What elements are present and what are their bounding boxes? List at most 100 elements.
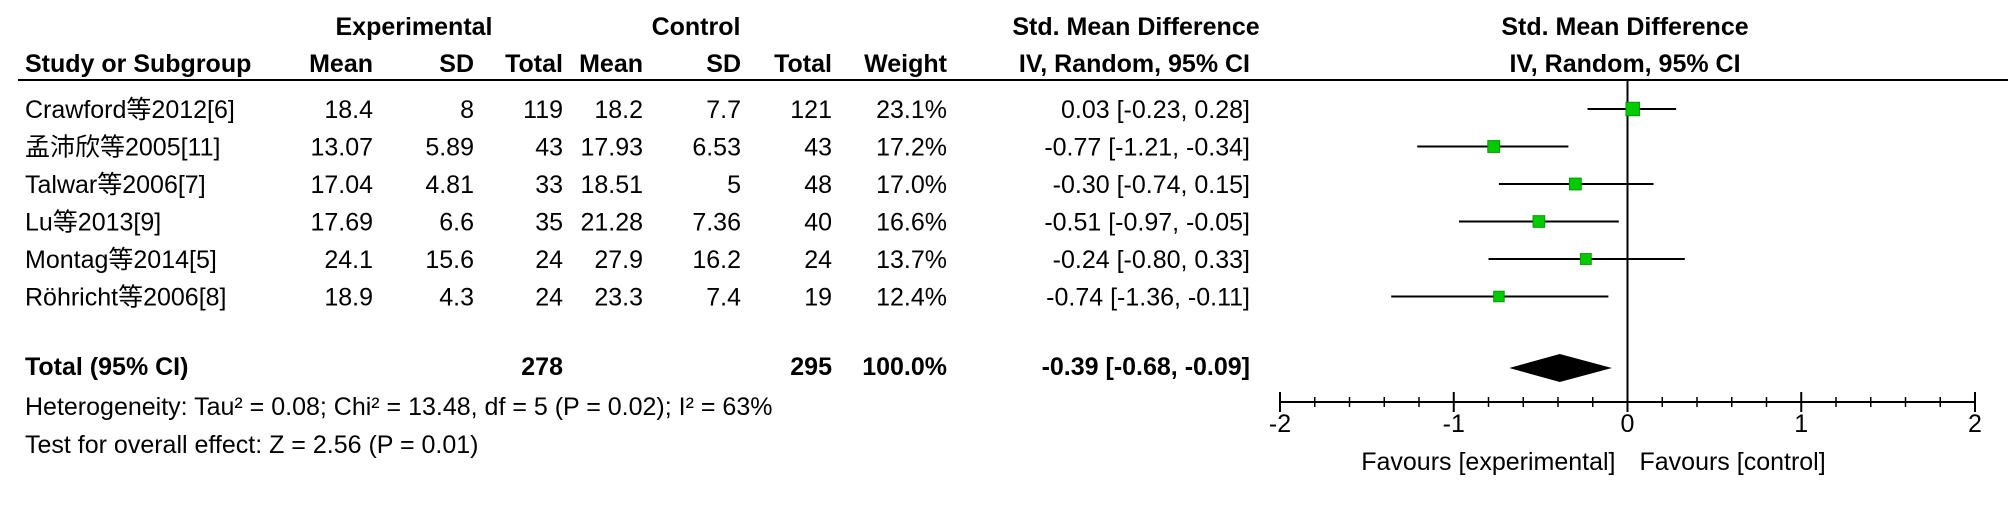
cell-name: Röhricht等2006[8] bbox=[25, 284, 227, 312]
cell-ci-text: -0.30 [-0.74, 0.15] bbox=[1053, 171, 1250, 199]
study-row: Crawford等2012[6] 18.4 8 119 18.2 7.7 121 23.1% 0… bbox=[25, 96, 1250, 124]
point-estimate-square bbox=[1487, 140, 1501, 153]
cell-exp-mean: 17.04 bbox=[310, 171, 373, 199]
header-ctl-mean: Mean bbox=[579, 50, 643, 78]
cell-exp-total: 43 bbox=[535, 134, 563, 162]
cell-ctl-mean: 27.9 bbox=[594, 246, 643, 274]
point-estimate-square bbox=[1579, 253, 1592, 265]
cell-exp-total: 24 bbox=[535, 246, 563, 274]
cell-exp-total: 24 bbox=[535, 284, 563, 312]
total-ctl-total: 295 bbox=[790, 353, 832, 381]
pooled-diamond bbox=[1509, 354, 1612, 382]
cell-exp-sd: 8 bbox=[460, 96, 474, 124]
cell-exp-total: 35 bbox=[535, 209, 563, 237]
cell-weight: 13.7% bbox=[876, 246, 947, 274]
cell-ctl-mean: 18.51 bbox=[580, 171, 643, 199]
cell-ctl-total: 43 bbox=[804, 134, 832, 162]
cell-ci-text: 0.03 [-0.23, 0.28] bbox=[1061, 96, 1250, 124]
cell-exp-sd: 4.81 bbox=[425, 171, 474, 199]
header-plot-title: Std. Mean Difference bbox=[1501, 13, 1748, 41]
study-row: Talwar等2006[7] 17.04 4.81 33 18.51 5 48 17.0% -0… bbox=[25, 171, 1250, 199]
heterogeneity-text: Heterogeneity: Tau² = 0.08; Chi² = 13.48… bbox=[25, 393, 772, 421]
study-row: 孟沛欣等2005[11] 13.07 5.89 43 17.93 6.53 43 17.2% -… bbox=[25, 134, 1250, 162]
total-label: Total (95% CI) bbox=[25, 353, 188, 381]
study-row: Lu等2013[9] 17.69 6.6 35 21.28 7.36 40 16.6% -0.5… bbox=[25, 209, 1250, 237]
cell-ctl-sd: 5 bbox=[727, 171, 741, 199]
x-tick-label: -1 bbox=[1443, 410, 1465, 438]
cell-ctl-total: 40 bbox=[804, 209, 832, 237]
cell-weight: 17.0% bbox=[876, 171, 947, 199]
cell-ctl-mean: 23.3 bbox=[594, 284, 643, 312]
favours-experimental-label: Favours [experimental] bbox=[1361, 448, 1615, 476]
cell-weight: 12.4% bbox=[876, 284, 947, 312]
cell-exp-sd: 4.3 bbox=[439, 284, 474, 312]
cell-exp-mean: 17.69 bbox=[310, 209, 373, 237]
cell-exp-mean: 18.4 bbox=[324, 96, 373, 124]
total-row: Total (95% CI) 278 295 100.0% -0.39 [-0.… bbox=[25, 353, 1250, 381]
study-row: Montag等2014[5] 24.1 15.6 24 27.9 16.2 24 13.7% -… bbox=[25, 246, 1250, 274]
cell-ctl-total: 121 bbox=[790, 96, 832, 124]
cell-ctl-sd: 16.2 bbox=[692, 246, 741, 274]
cell-ctl-mean: 21.28 bbox=[580, 209, 643, 237]
cell-ctl-total: 19 bbox=[804, 284, 832, 312]
cell-name: Montag等2014[5] bbox=[25, 246, 217, 274]
header-exp-sd: SD bbox=[439, 50, 474, 78]
total-ci: -0.39 [-0.68, -0.09] bbox=[1042, 353, 1250, 381]
cell-exp-sd: 15.6 bbox=[425, 246, 474, 274]
x-axis-ticks: -2 -1 0 1 2 bbox=[1269, 392, 1982, 438]
x-tick-label: -2 bbox=[1269, 410, 1291, 438]
x-tick-label: 0 bbox=[1621, 410, 1635, 438]
cell-weight: 17.2% bbox=[876, 134, 947, 162]
header-exp-total: Total bbox=[505, 50, 563, 78]
study-row: Röhricht等2006[8] 18.9 4.3 24 23.3 7.4 19 12.4% -… bbox=[25, 284, 1250, 312]
study-rows: Crawford等2012[6] 18.4 8 119 18.2 7.7 121 23.1% 0… bbox=[25, 96, 1250, 312]
x-tick-label: 1 bbox=[1794, 410, 1808, 438]
cell-name: Lu等2013[9] bbox=[25, 209, 161, 237]
favours-control-label: Favours [control] bbox=[1640, 448, 1826, 476]
cell-exp-mean: 13.07 bbox=[310, 134, 373, 162]
cell-exp-mean: 18.9 bbox=[324, 284, 373, 312]
cell-ctl-sd: 6.53 bbox=[692, 134, 741, 162]
header-weight: Weight bbox=[864, 50, 948, 78]
cell-name: Talwar等2006[7] bbox=[25, 171, 206, 199]
cell-name: Crawford等2012[6] bbox=[25, 96, 235, 124]
header-smd: Std. Mean Difference bbox=[1012, 13, 1259, 41]
cell-name: 孟沛欣等2005[11] bbox=[25, 134, 220, 162]
cell-weight: 16.6% bbox=[876, 209, 947, 237]
header-ctl-total: Total bbox=[774, 50, 832, 78]
point-estimate-square bbox=[1493, 290, 1505, 303]
cell-ctl-total: 24 bbox=[804, 246, 832, 274]
cell-ctl-sd: 7.4 bbox=[706, 284, 741, 312]
cell-ctl-sd: 7.7 bbox=[706, 96, 741, 124]
cell-ci-text: -0.24 [-0.80, 0.33] bbox=[1053, 246, 1250, 274]
overall-effect-text: Test for overall effect: Z = 2.56 (P = 0… bbox=[25, 431, 478, 459]
total-weight: 100.0% bbox=[862, 353, 947, 381]
cell-ctl-sd: 7.36 bbox=[692, 209, 741, 237]
header-plot-method: IV, Random, 95% CI bbox=[1509, 50, 1740, 78]
cell-weight: 23.1% bbox=[876, 96, 947, 124]
header-experimental: Experimental bbox=[335, 13, 492, 41]
cell-ci-text: -0.51 [-0.97, -0.05] bbox=[1044, 209, 1250, 237]
cell-ci-text: -0.77 [-1.21, -0.34] bbox=[1044, 134, 1250, 162]
cell-exp-sd: 5.89 bbox=[425, 134, 474, 162]
point-estimate-square bbox=[1532, 215, 1546, 228]
point-estimate-square bbox=[1625, 101, 1640, 117]
header-study-or-subgroup: Study or Subgroup bbox=[25, 50, 251, 78]
header-method: IV, Random, 95% CI bbox=[1019, 50, 1250, 78]
cell-ctl-total: 48 bbox=[804, 171, 832, 199]
x-tick-label: 2 bbox=[1968, 410, 1982, 438]
cell-ctl-mean: 17.93 bbox=[580, 134, 643, 162]
cell-ci-text: -0.74 [-1.36, -0.11] bbox=[1046, 284, 1250, 312]
header-exp-mean: Mean bbox=[309, 50, 373, 78]
cell-exp-total: 119 bbox=[523, 96, 563, 124]
total-exp-total: 278 bbox=[521, 353, 563, 381]
cell-ctl-mean: 18.2 bbox=[594, 96, 643, 124]
cell-exp-mean: 24.1 bbox=[324, 246, 373, 274]
point-estimate-square bbox=[1568, 177, 1582, 191]
cell-exp-sd: 6.6 bbox=[439, 209, 474, 237]
cell-exp-total: 33 bbox=[535, 171, 563, 199]
plot-area: -2 -1 0 1 2 Favours [experimental] Favours [… bbox=[1269, 80, 1982, 476]
header-control: Control bbox=[652, 13, 741, 41]
